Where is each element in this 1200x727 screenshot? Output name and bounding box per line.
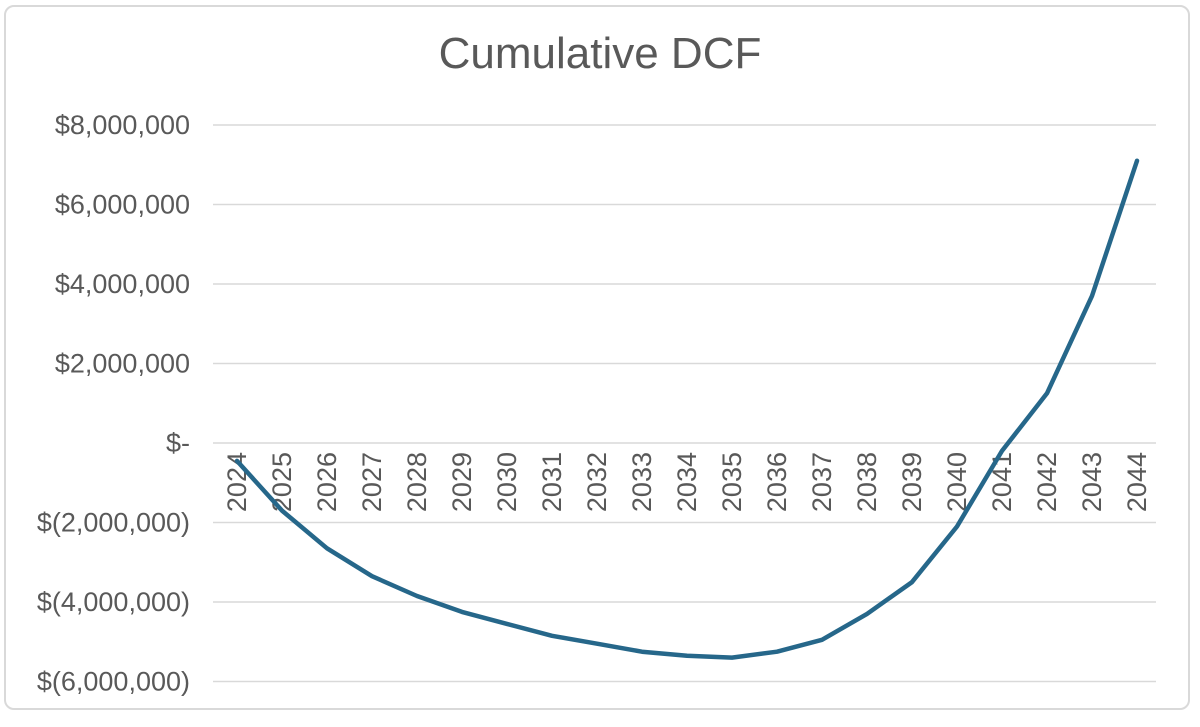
y-tick-label: $6,000,000 [55,190,190,220]
x-category-label: 2027 [357,452,387,512]
x-category-label: 2034 [672,452,702,512]
x-category-label: 2043 [1077,452,1107,512]
y-tick-label: $(6,000,000) [37,667,190,697]
x-category-label: 2026 [312,452,342,512]
x-category-label: 2035 [717,452,747,512]
x-category-label: 2030 [492,452,522,512]
x-category-label: 2036 [762,452,792,512]
x-category-label: 2031 [537,452,567,512]
y-tick-label: $(4,000,000) [37,587,190,617]
x-category-label: 2029 [447,452,477,512]
chart-frame [4,5,1190,710]
x-category-label: 2041 [987,452,1017,512]
y-tick-label: $(2,000,000) [37,508,190,538]
x-category-label: 2033 [627,452,657,512]
y-tick-label: $8,000,000 [55,110,190,140]
x-category-label: 2025 [267,452,297,512]
x-category-label: 2032 [582,452,612,512]
x-category-label: 2044 [1122,452,1152,512]
chart-title: Cumulative DCF [438,29,762,78]
x-category-label: 2037 [807,452,837,512]
y-tick-label: $4,000,000 [55,269,190,299]
series-line-cumulative-dcf [234,158,1140,660]
y-tick-label: $2,000,000 [55,349,190,379]
x-axis-labels-group: 2024 2025 2026 2027 2028 2029 2030 2031 2032 2033… [222,452,1152,512]
x-category-label: 2038 [852,452,882,512]
x-category-label: 2040 [942,452,972,512]
gridlines-group [213,124,1156,683]
x-category-label: 2028 [402,452,432,512]
x-category-label: 2039 [897,452,927,512]
y-axis-labels-group: $8,000,000 $6,000,000 $4,000,000 $2,000,000… [37,110,190,697]
y-tick-label: $- [166,428,190,458]
series-group [234,158,1140,660]
x-category-label: 2042 [1032,452,1062,512]
